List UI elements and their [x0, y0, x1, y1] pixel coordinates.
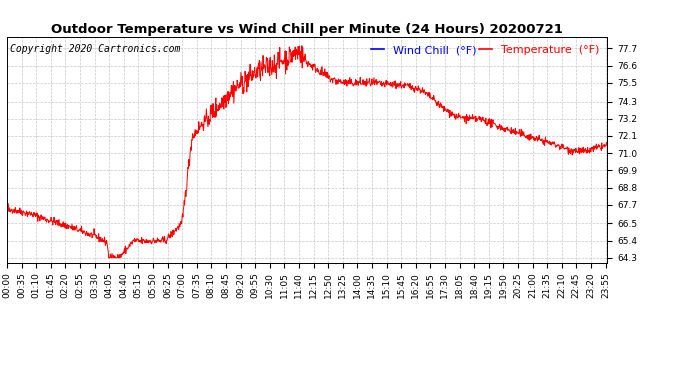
- Title: Outdoor Temperature vs Wind Chill per Minute (24 Hours) 20200721: Outdoor Temperature vs Wind Chill per Mi…: [51, 23, 563, 36]
- Legend: Wind Chill  (°F), Temperature  (°F): Wind Chill (°F), Temperature (°F): [368, 43, 602, 57]
- Text: Copyright 2020 Cartronics.com: Copyright 2020 Cartronics.com: [10, 44, 180, 54]
